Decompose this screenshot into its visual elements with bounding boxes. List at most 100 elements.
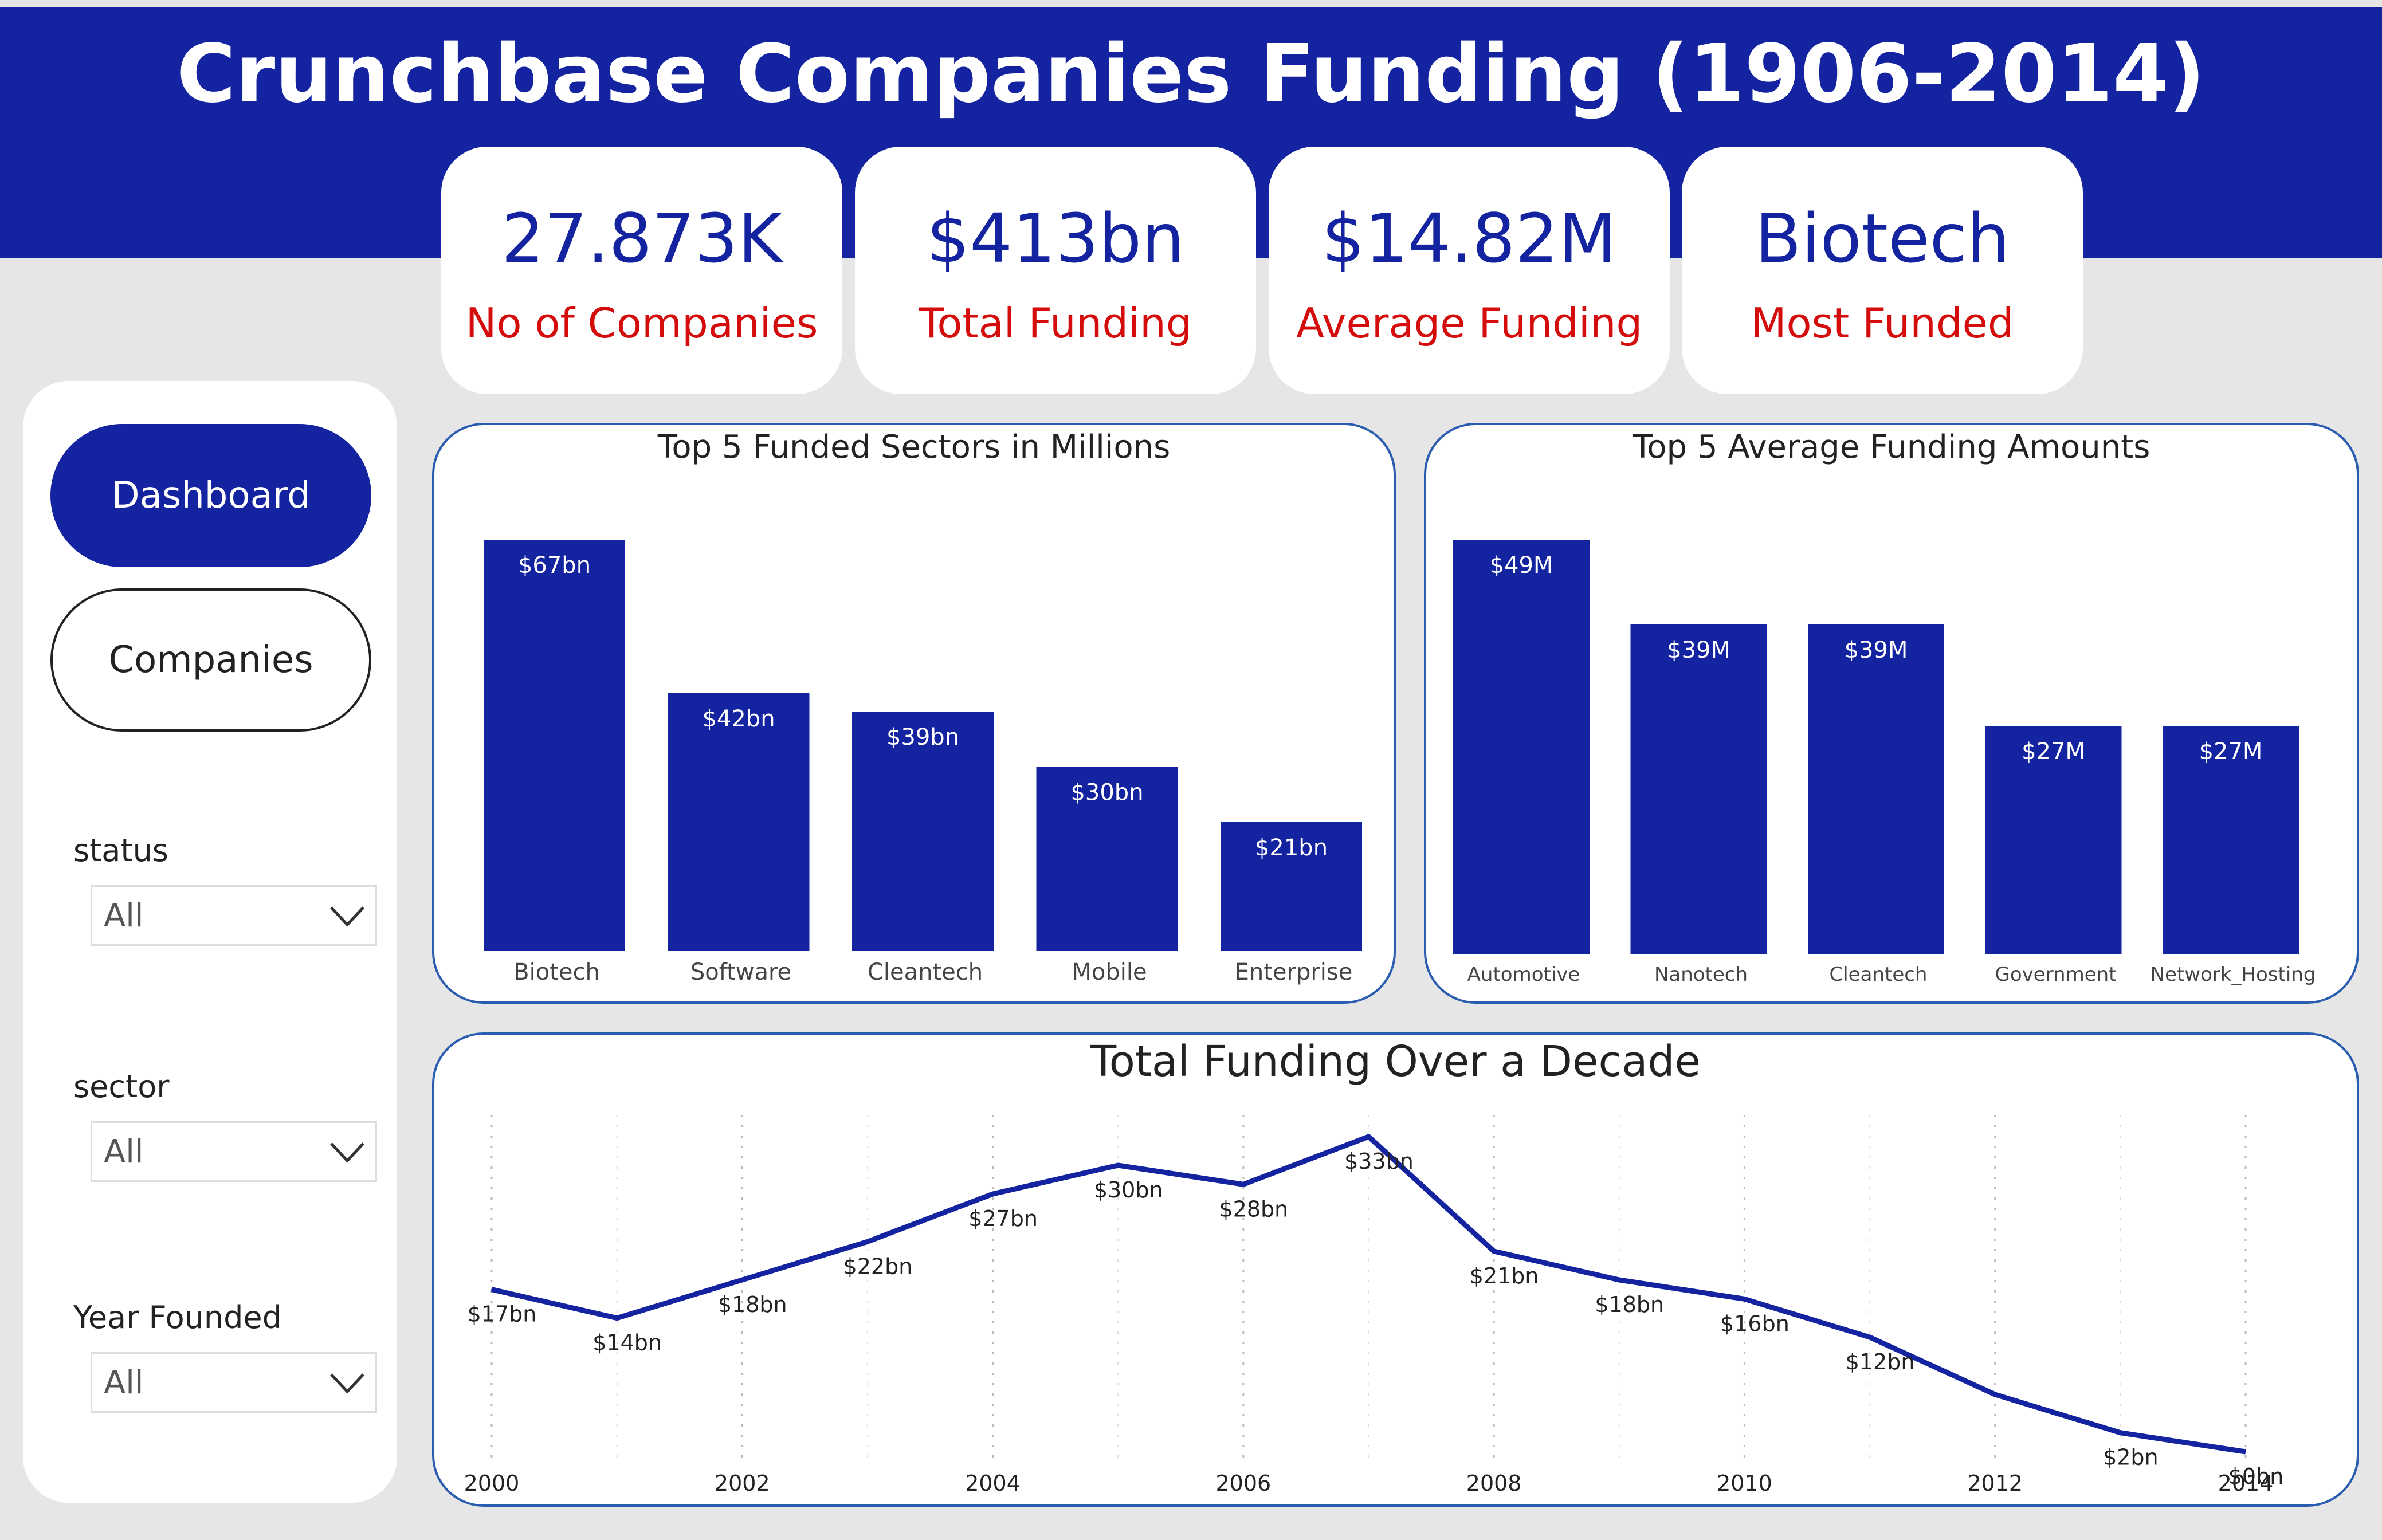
x-tick-label: Biotech — [513, 959, 600, 985]
bar-data-label: $42bn — [702, 706, 775, 732]
point-data-label: $18bn — [1595, 1292, 1664, 1317]
x-tick-label: 2002 — [715, 1471, 770, 1496]
status-filter-value: All — [104, 897, 144, 934]
bar — [1036, 767, 1178, 951]
kpi-value: Biotech — [1755, 199, 2010, 278]
kpi-label: Average Funding — [1296, 299, 1643, 347]
bar-data-label: $49M — [1490, 552, 1553, 579]
data-point — [741, 1279, 743, 1280]
data-point — [1242, 1184, 1244, 1185]
chevron-down-icon — [330, 1142, 364, 1163]
point-data-label: $28bn — [1219, 1196, 1288, 1221]
bar — [2163, 726, 2299, 954]
data-point — [1618, 1279, 1620, 1280]
sector-filter-label: sector — [73, 1068, 170, 1105]
dashboard-title: Crunchbase Companies Funding (1906-2014) — [176, 28, 2206, 121]
x-tick-label: 2012 — [1967, 1471, 2023, 1496]
nav-companies-button[interactable]: Companies — [50, 588, 371, 732]
chart-title: Total Funding Over a Decade — [1090, 1037, 1701, 1086]
point-data-label: $0bn — [2228, 1464, 2284, 1489]
x-tick-label: 2008 — [1466, 1471, 1522, 1496]
kpi-label: Most Funded — [1751, 299, 2014, 347]
point-data-label: $12bn — [1846, 1349, 1915, 1374]
kpi-label: No of Companies — [465, 299, 818, 347]
kpi-value: $413bn — [927, 199, 1184, 278]
x-tick-label: Automotive — [1467, 963, 1580, 986]
point-data-label: $30bn — [1094, 1177, 1163, 1203]
x-tick-label: Network_Hosting — [2151, 963, 2316, 986]
data-point — [1744, 1298, 1745, 1300]
bar — [1808, 624, 1944, 954]
chart-title: Top 5 Average Funding Amounts — [1633, 429, 2151, 466]
x-tick-label: 2014 — [2218, 1471, 2274, 1496]
sector-filter-dropdown[interactable]: All — [91, 1121, 377, 1182]
avg-funding-chart-panel: Top 5 Average Funding Amounts $49M Automo… — [1424, 423, 2359, 1004]
bar — [668, 693, 810, 951]
x-tick-label: Government — [1995, 963, 2116, 986]
kpi-label: Total Funding — [919, 299, 1192, 347]
bar — [1453, 540, 1590, 954]
x-tick-label: Cleantech — [1830, 963, 1928, 986]
bar-data-label: $21bn — [1255, 835, 1328, 861]
year-founded-filter-label: Year Founded — [73, 1299, 282, 1335]
point-data-label: $27bn — [968, 1206, 1038, 1231]
data-point — [1368, 1136, 1369, 1137]
point-data-label: $22bn — [843, 1254, 913, 1279]
x-tick-label: 2000 — [464, 1471, 520, 1496]
point-data-label: $14bn — [592, 1330, 662, 1356]
bar — [484, 540, 625, 951]
funding-decade-chart-panel: Total Funding Over a Decade $17bn $14bn $1… — [432, 1032, 2359, 1507]
bar-data-label: $39M — [1845, 637, 1908, 663]
avg-funding-bar-chart: $49M Automotive $39M Nanotech $39M Cleantech $… — [1453, 540, 2316, 986]
year-founded-filter-value: All — [104, 1364, 144, 1401]
point-data-label: $16bn — [1720, 1311, 1790, 1336]
kpi-card-most-funded: Biotech Most Funded — [1682, 147, 2083, 394]
data-point — [992, 1193, 994, 1195]
status-filter-dropdown[interactable]: All — [91, 885, 377, 946]
kpi-card-average-funding: $14.82M Average Funding — [1269, 147, 1670, 394]
point-data-label: $17bn — [468, 1302, 537, 1327]
bar-data-label: $27M — [2022, 738, 2085, 765]
bar-data-label: $27M — [2199, 738, 2263, 765]
chevron-down-icon — [330, 1373, 364, 1394]
chart-title: Top 5 Funded Sectors in Millions — [657, 429, 1171, 466]
data-point — [1493, 1251, 1495, 1252]
top-sectors-chart-panel: Top 5 Funded Sectors in Millions $67bn Bi… — [432, 423, 1396, 1004]
data-point — [491, 1288, 492, 1290]
x-tick-label: Nanotech — [1654, 963, 1748, 986]
data-point — [2120, 1432, 2121, 1433]
kpi-value: $14.82M — [1321, 199, 1617, 278]
top-sectors-bar-chart: $67bn Biotech $42bn Software $39bn Cleantech $… — [484, 540, 1362, 985]
bar-data-label: $30bn — [1070, 780, 1143, 806]
data-point — [1117, 1165, 1119, 1166]
point-data-label: $33bn — [1344, 1149, 1414, 1174]
bar-data-label: $39M — [1667, 637, 1730, 663]
x-tick-label: Cleantech — [868, 959, 983, 985]
sidebar: Dashboard Companies status All sector Al… — [23, 381, 397, 1503]
bar-data-label: $67bn — [518, 552, 591, 579]
bar — [1630, 624, 1767, 954]
point-data-label: $21bn — [1470, 1263, 1539, 1288]
x-tick-label: Enterprise — [1235, 959, 1353, 985]
nav-dashboard-button[interactable]: Dashboard — [50, 424, 371, 567]
point-data-label: $18bn — [718, 1292, 787, 1317]
data-point — [866, 1241, 868, 1243]
point-data-label: $2bn — [2103, 1445, 2159, 1470]
bar — [1221, 822, 1362, 951]
x-tick-label: 2010 — [1717, 1471, 1772, 1496]
data-point — [1994, 1394, 1996, 1395]
x-tick-label: 2004 — [965, 1471, 1021, 1496]
kpi-card-total-funding: $413bn Total Funding — [855, 147, 1256, 394]
data-point — [2245, 1451, 2246, 1452]
sector-filter-value: All — [104, 1133, 144, 1170]
status-filter-label: status — [73, 832, 168, 869]
data-point — [616, 1317, 618, 1319]
year-founded-filter-dropdown[interactable]: All — [91, 1352, 377, 1413]
chevron-down-icon — [330, 906, 364, 927]
x-tick-label: Mobile — [1072, 959, 1147, 985]
bar — [1985, 726, 2122, 954]
kpi-card-companies: 27.873K No of Companies — [441, 147, 842, 394]
x-tick-label: 2006 — [1215, 1471, 1271, 1496]
kpi-value: 27.873K — [501, 199, 783, 278]
funding-line-chart: $17bn $14bn $18bn $22bn $27bn $30bn $28bn $33bn… — [464, 1115, 2284, 1496]
